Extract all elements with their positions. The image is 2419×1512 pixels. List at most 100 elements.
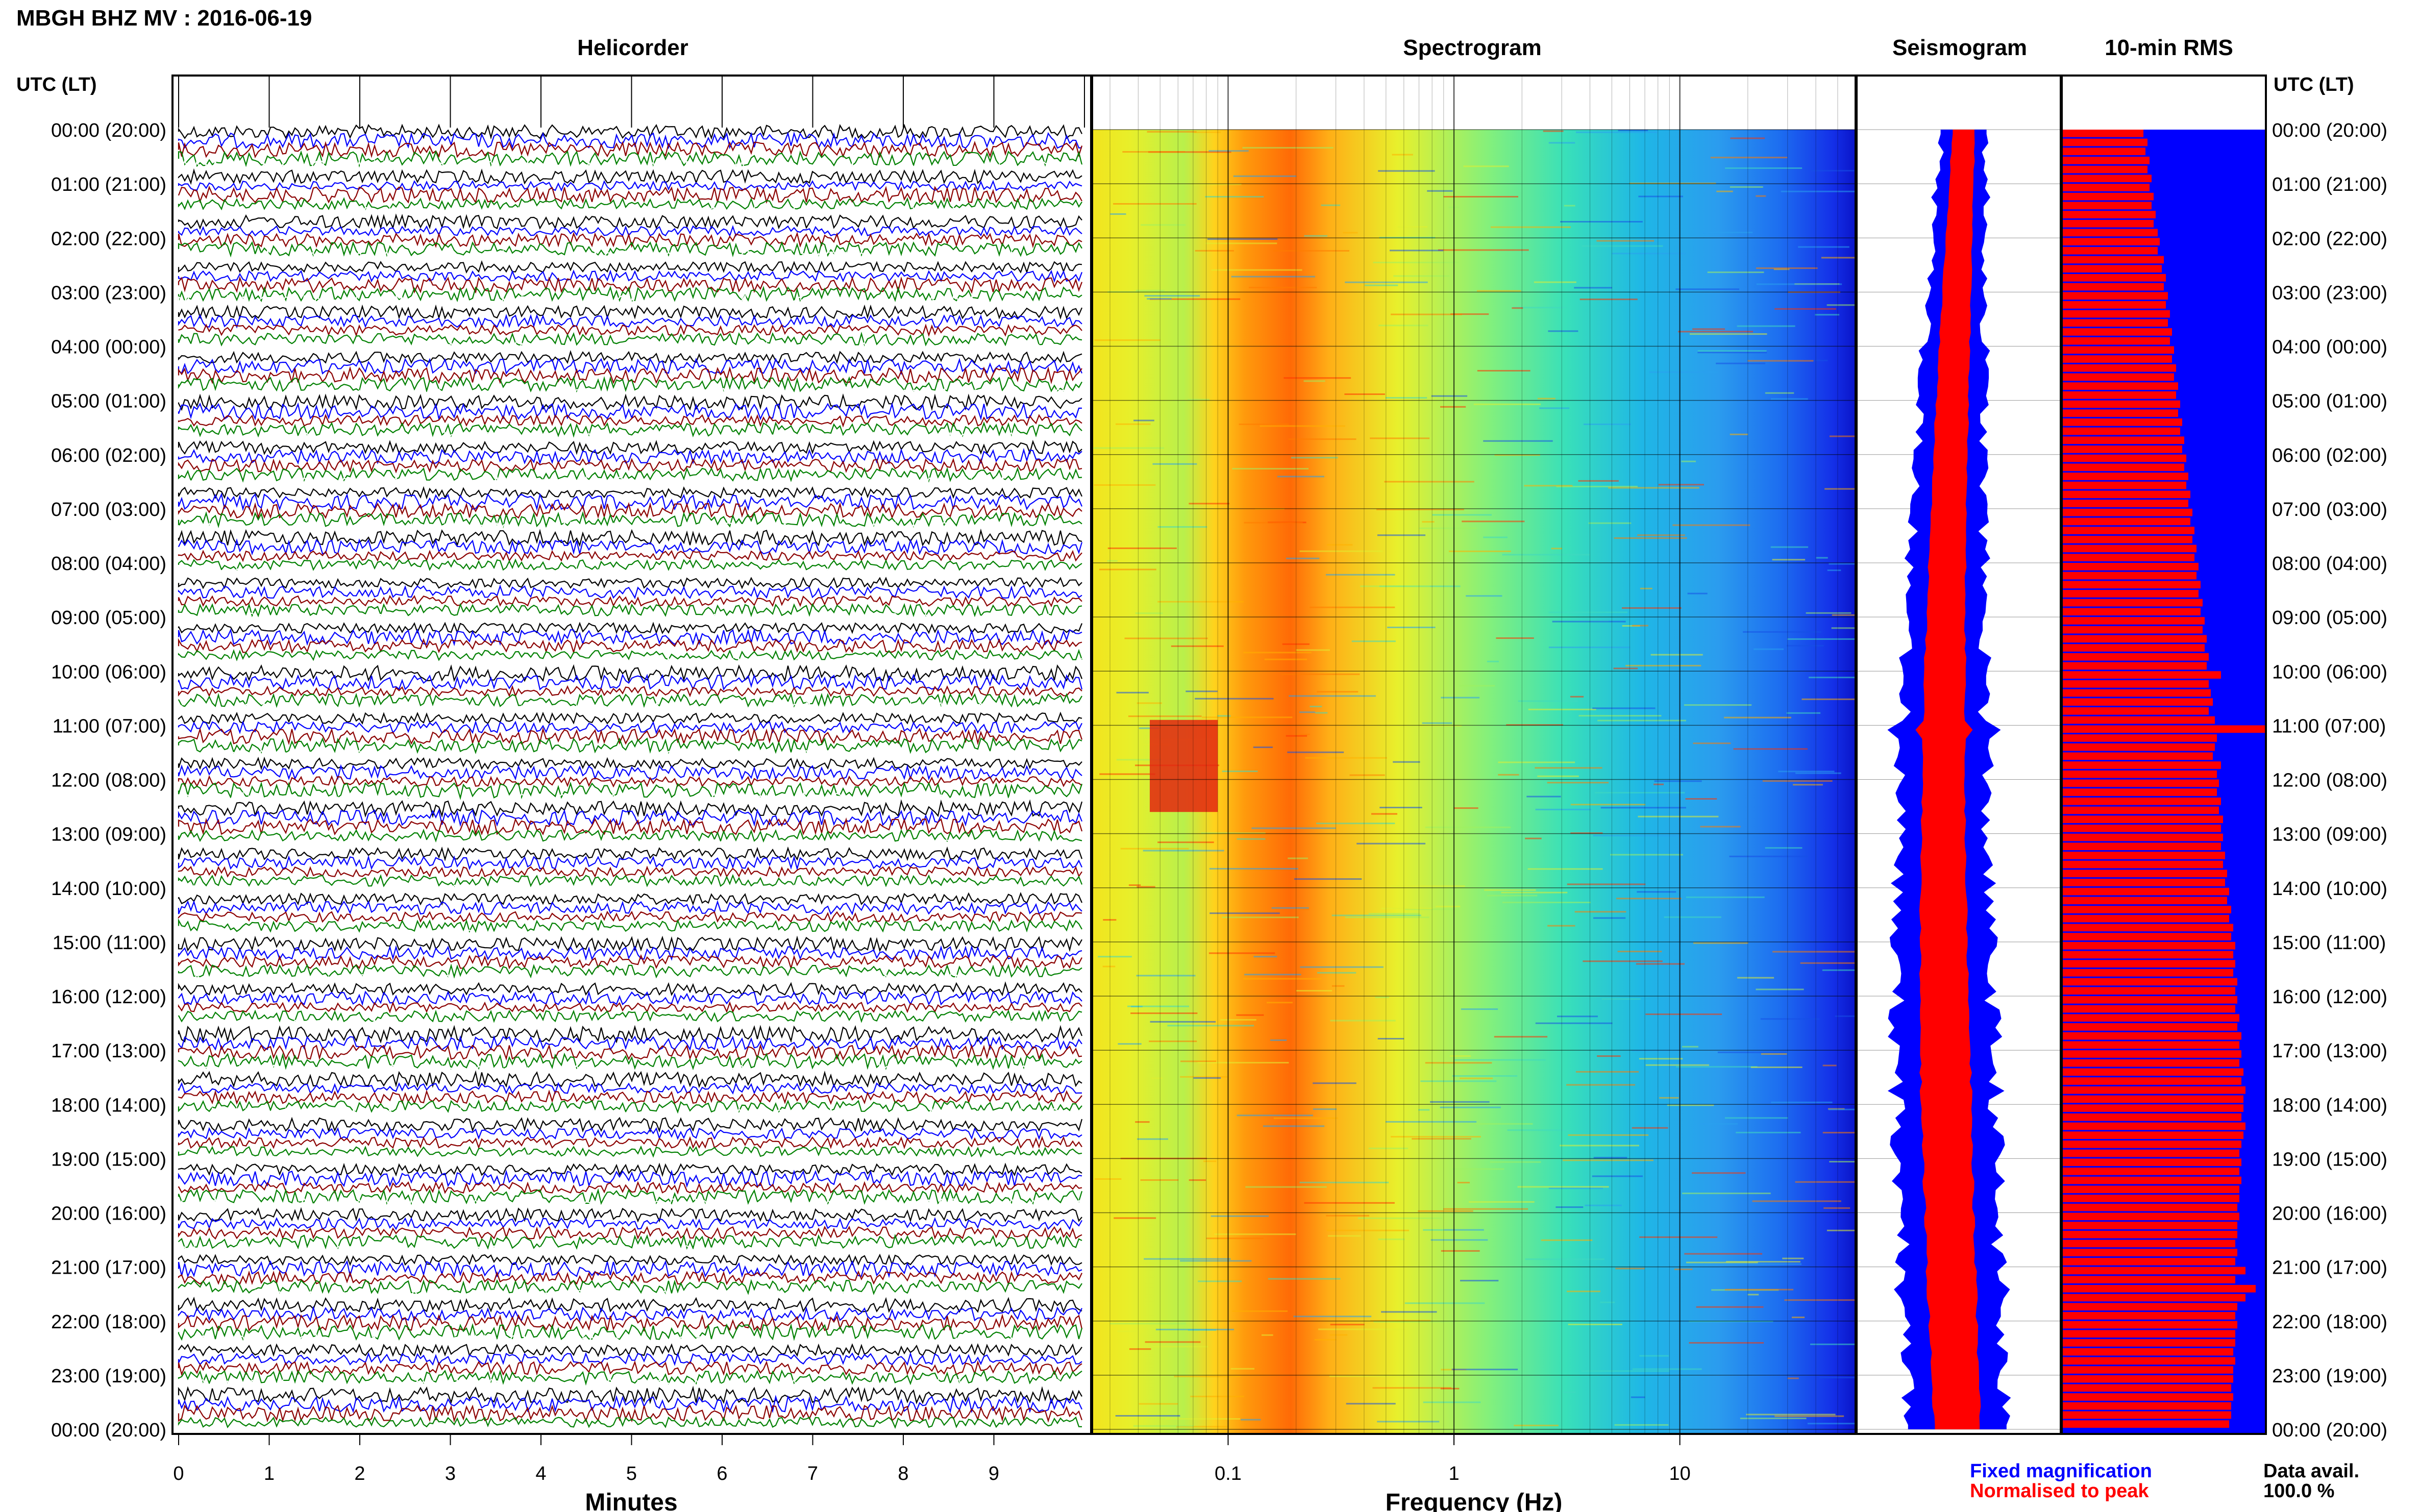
spectrogram-streak <box>1782 1257 1804 1259</box>
spectrogram-streak <box>1281 673 1360 675</box>
time-label-left: 17:00 (13:00) <box>51 1040 166 1062</box>
helicorder-trace <box>178 748 1082 760</box>
spectrogram-streak <box>1326 1229 1409 1231</box>
spectrogram-streak <box>1528 708 1596 710</box>
spectrogram-streak <box>1133 1425 1194 1427</box>
rms-bar <box>2062 1339 2235 1347</box>
spectrogram-streak <box>1593 1157 1627 1159</box>
helicorder-trace <box>178 1313 1083 1332</box>
spectrogram-streak <box>1107 547 1177 549</box>
spectrogram-streak <box>1614 537 1687 539</box>
data-availability-value: 100.0 % <box>2263 1480 2334 1502</box>
spectrogram-streak <box>1139 727 1159 729</box>
spectrogram-streak <box>1137 1138 1168 1140</box>
spectrogram-streak <box>1180 1060 1217 1062</box>
spectrogram-streak <box>1639 1236 1718 1238</box>
helicorder-trace <box>178 197 1082 211</box>
rms-bar <box>2062 1312 2235 1320</box>
spectrogram-streak <box>1349 774 1385 776</box>
spectrogram-streak <box>1277 476 1324 478</box>
spectrogram-streak <box>1093 447 1165 449</box>
spectrogram-streak <box>1453 807 1478 809</box>
spectrogram-streak <box>1560 1145 1639 1147</box>
spectrogram-streak <box>1422 722 1452 724</box>
helicorder-trace <box>178 764 1082 781</box>
spectrogram-streak <box>1765 392 1794 394</box>
spectrogram-streak <box>1384 481 1474 483</box>
rms-bar <box>2062 165 2148 173</box>
spectrogram-streak <box>1150 298 1241 300</box>
helicorder-trace <box>178 1225 1082 1240</box>
frequency-tick-labels: 0.1 1 10 <box>1215 1434 1691 1484</box>
spectrogram-streak <box>1513 307 1567 309</box>
rms-bar <box>2062 1257 2235 1266</box>
helicorder-trace <box>178 1385 1082 1405</box>
spectrogram-streak <box>1548 611 1628 613</box>
spectrogram-streak <box>1294 908 1310 910</box>
spectrogram-streak <box>1120 848 1189 850</box>
spectrogram-streak <box>1188 399 1210 401</box>
spectrogram-streak <box>1391 313 1462 315</box>
helicorder-trace <box>178 249 1083 267</box>
spectrogram-streak <box>1113 203 1197 205</box>
rms-bar <box>2062 301 2166 309</box>
time-label-right: 00:00 (20:00) <box>2272 120 2387 141</box>
time-axis-title-right: UTC (LT) <box>2274 74 2354 95</box>
spectrogram-streak <box>1548 142 1575 144</box>
spectrogram-streak <box>1618 130 1648 132</box>
spectrogram-streak <box>1165 1418 1241 1420</box>
time-label-right: 23:00 (19:00) <box>2272 1366 2387 1387</box>
spectrogram-streak <box>1124 637 1208 639</box>
spectrogram-streak <box>1686 896 1765 898</box>
helicorder-trace <box>178 1288 1082 1304</box>
rms-bar <box>2062 373 2174 381</box>
frequency-tick-label: 1 <box>1448 1463 1459 1484</box>
helicorder-trace <box>178 1052 1082 1071</box>
spectrogram-streak <box>1201 832 1266 834</box>
spectrogram-streak <box>1622 625 1640 627</box>
spectrogram-streak <box>1638 815 1719 817</box>
spectrogram-streak <box>1345 916 1429 919</box>
helicorder-trace <box>178 241 1082 258</box>
rms-bar <box>2062 1285 2256 1293</box>
legend-normalised-to-peak: Normalised to peak <box>1970 1480 2149 1502</box>
rms-bar <box>2062 599 2203 607</box>
spectrogram-streak <box>1512 307 1523 309</box>
spectrogram-streak <box>1821 257 1867 259</box>
spectrogram-streak <box>1157 841 1214 844</box>
minute-tick-label: 8 <box>898 1463 908 1484</box>
spectrogram-streak <box>1452 1168 1504 1170</box>
spectrogram-streak <box>1344 393 1385 395</box>
spectrogram-streak <box>1329 1375 1414 1377</box>
spectrogram-streak <box>1762 780 1833 782</box>
helicorder-traces <box>178 123 1083 1429</box>
spectrogram-streak <box>1427 190 1453 192</box>
spectrogram-streak <box>1303 380 1325 382</box>
spectrogram-streak <box>1270 1039 1287 1041</box>
spectrogram-streak <box>1693 942 1748 944</box>
spectrogram-streak <box>1579 299 1638 301</box>
spectrogram-streak <box>1440 406 1466 408</box>
spectrogram-streak <box>1702 232 1753 234</box>
spectrogram-streak <box>1632 1127 1668 1129</box>
rms-bar <box>2062 1059 2239 1067</box>
spectrogram-streak <box>1425 1062 1492 1064</box>
spectrogram-streak <box>1418 1210 1473 1212</box>
minute-tick-label: 1 <box>264 1463 275 1484</box>
rms-bar <box>2062 734 2217 742</box>
time-label-left: 00:00 (20:00) <box>51 120 166 141</box>
rms-bar <box>2062 617 2205 625</box>
rms-bar <box>2062 563 2199 571</box>
spectrogram-streak <box>1233 175 1297 177</box>
spectrogram-streak <box>1564 205 1575 207</box>
spectrogram-streak <box>1639 1058 1683 1060</box>
spectrogram-streak <box>1244 522 1303 524</box>
spectrogram-streak <box>1527 868 1603 870</box>
seismogram-panel <box>1856 75 2062 1435</box>
time-label-left: 08:00 (04:00) <box>51 553 166 575</box>
spectrogram-streak <box>1365 284 1398 286</box>
spectrogram-streak <box>1304 1202 1395 1204</box>
spectrogram-streak <box>1484 889 1536 891</box>
rms-bar <box>2062 219 2154 228</box>
spectrogram-streak <box>1098 956 1132 958</box>
